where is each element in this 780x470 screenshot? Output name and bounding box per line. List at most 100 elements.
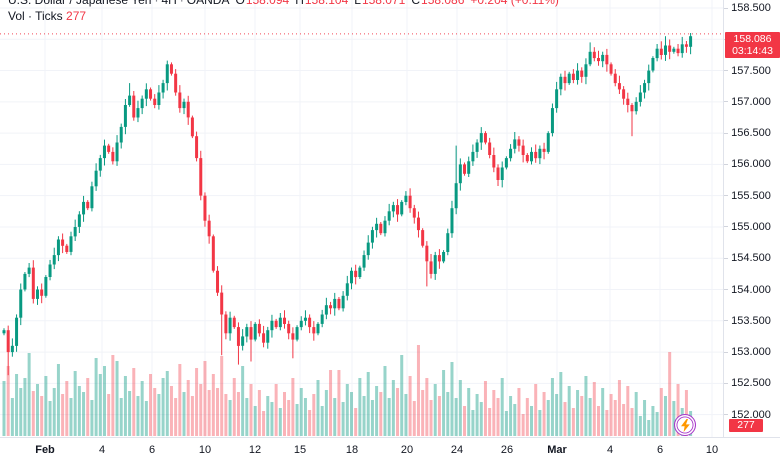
- time-label: 20: [400, 444, 414, 456]
- candle-body: [111, 151, 115, 162]
- volume-bar: [144, 401, 148, 436]
- volume-bar: [132, 368, 136, 436]
- price-tick: [724, 351, 728, 353]
- volume-bar: [479, 402, 483, 436]
- candle-body: [349, 270, 353, 284]
- volume-bar: [23, 378, 27, 436]
- candle-body: [475, 142, 479, 152]
- candle-body: [638, 92, 642, 102]
- volume-bar: [216, 388, 220, 436]
- volume-bar: [471, 410, 475, 436]
- volume-bar: [249, 384, 253, 436]
- volume-bar: [630, 408, 634, 436]
- volume-bar: [169, 386, 173, 436]
- volume-bar: [140, 381, 144, 436]
- ohlc-item: C158.086: [411, 0, 464, 7]
- candle-body: [651, 58, 655, 71]
- volume-value-badge: 277: [729, 419, 763, 432]
- volume-bar: [98, 374, 102, 436]
- candle-body: [73, 227, 77, 237]
- volume-bar: [354, 408, 358, 436]
- candle-body: [56, 239, 60, 256]
- volume-bar: [136, 396, 140, 436]
- candle-body: [316, 323, 320, 334]
- candle-body: [119, 126, 123, 143]
- price-label: 152.500: [731, 377, 771, 390]
- candle-body: [299, 320, 303, 328]
- price-label: 156.000: [731, 158, 771, 171]
- volume-bar: [488, 408, 492, 436]
- volume-bar: [186, 380, 190, 436]
- volume-bar: [454, 398, 458, 436]
- volume-bar: [391, 380, 395, 436]
- volume-bar: [601, 388, 605, 436]
- candle-body: [396, 205, 400, 215]
- interval-label[interactable]: 4H: [161, 0, 177, 7]
- candle-body: [190, 117, 194, 137]
- candle-body: [329, 305, 333, 309]
- candle-body: [249, 327, 253, 340]
- candle-body: [295, 327, 299, 340]
- symbol-title[interactable]: U.S. Dollar / Japanese Yen: [8, 0, 152, 7]
- time-label: 4: [98, 444, 106, 456]
- volume-bar: [672, 401, 676, 436]
- volume-bar: [634, 392, 638, 436]
- time-label: 10: [705, 444, 719, 456]
- candle-body: [44, 277, 48, 296]
- volume-bar: [617, 380, 621, 436]
- candle-body: [500, 167, 504, 180]
- price-tick: [724, 132, 728, 134]
- bar-countdown: 03:14:43: [732, 45, 773, 57]
- candle-body: [136, 108, 140, 118]
- volume-bar: [458, 380, 462, 436]
- volume-bar: [396, 388, 400, 436]
- candle-body: [559, 76, 563, 90]
- volume-bar: [257, 390, 261, 436]
- volume-bar: [613, 400, 617, 436]
- candle-body: [450, 208, 454, 234]
- volume-indicator-value: 277: [66, 9, 87, 23]
- volume-indicator-label[interactable]: Vol · Ticks: [8, 9, 63, 23]
- candle-body: [563, 76, 567, 84]
- volume-bar: [651, 406, 655, 436]
- exchange-label[interactable]: OANDA: [186, 0, 230, 7]
- candle-body: [90, 186, 94, 209]
- volume-bar: [262, 411, 266, 436]
- volume-bar: [253, 406, 257, 436]
- volume-bar: [500, 378, 504, 436]
- volume-bar: [622, 404, 626, 436]
- price-axis[interactable]: 158.500158.000157.500157.000156.500156.0…: [723, 0, 780, 437]
- price-tick: [724, 289, 728, 291]
- candle-body: [576, 70, 580, 80]
- volume-bar: [203, 361, 207, 436]
- volume-bar: [52, 388, 56, 436]
- volume-bar: [241, 366, 245, 436]
- volume-bar: [324, 390, 328, 436]
- candle-body: [668, 45, 672, 52]
- volume-bar: [425, 378, 429, 436]
- time-axis[interactable]: Feb 4 6 10 12 15 18 20 24 26 Mar 4 6 10: [0, 437, 780, 470]
- candle-body: [182, 101, 186, 109]
- volume-bar: [94, 358, 98, 436]
- candle-body: [228, 317, 232, 334]
- price-chart-pane[interactable]: [0, 0, 723, 437]
- candle-body: [467, 161, 471, 174]
- candle-body: [601, 54, 605, 62]
- volume-bar: [404, 394, 408, 436]
- volume-bar: [375, 386, 379, 436]
- candle-body: [27, 267, 31, 274]
- candle-body: [220, 292, 224, 315]
- time-label: 6: [656, 444, 664, 456]
- candle-body: [471, 151, 475, 162]
- candle-body: [149, 89, 153, 99]
- quick-trade-button[interactable]: [674, 414, 696, 436]
- candle-body: [555, 89, 559, 109]
- ohlc-item: O158.094: [235, 0, 289, 7]
- volume-bar: [333, 398, 337, 436]
- candle-body: [663, 45, 667, 55]
- chart-legend: U.S. Dollar / Japanese Yen · 4H · OANDA O158.…: [8, 0, 559, 23]
- price-label: 155.500: [731, 189, 771, 202]
- volume-bar: [278, 408, 282, 436]
- volume-bar: [643, 400, 647, 436]
- candle-body: [659, 48, 663, 55]
